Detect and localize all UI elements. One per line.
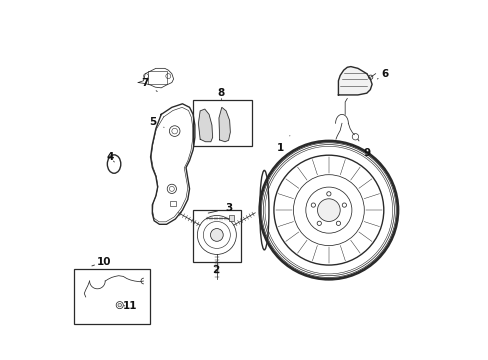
Circle shape	[310, 203, 315, 207]
Text: 10: 10	[92, 257, 112, 266]
Circle shape	[342, 203, 346, 207]
Circle shape	[210, 229, 223, 241]
Circle shape	[317, 221, 321, 225]
Text: 2: 2	[212, 261, 219, 275]
Text: 7: 7	[142, 77, 157, 91]
Polygon shape	[198, 109, 212, 142]
Circle shape	[317, 199, 340, 221]
Circle shape	[336, 221, 340, 225]
Text: 3: 3	[208, 203, 232, 213]
Text: 4: 4	[106, 152, 114, 162]
Text: 1: 1	[277, 136, 289, 153]
Bar	[148, 71, 166, 84]
Polygon shape	[219, 107, 230, 142]
Bar	[193, 100, 251, 146]
Text: 5: 5	[148, 117, 163, 127]
Bar	[193, 210, 241, 261]
Bar	[170, 201, 176, 206]
Text: 11: 11	[123, 301, 137, 311]
Circle shape	[326, 192, 330, 196]
Circle shape	[118, 303, 121, 307]
Text: 9: 9	[357, 139, 369, 158]
Bar	[228, 215, 234, 221]
Bar	[74, 269, 149, 324]
Polygon shape	[338, 67, 371, 95]
Text: 8: 8	[217, 88, 224, 100]
Text: 6: 6	[377, 69, 387, 79]
